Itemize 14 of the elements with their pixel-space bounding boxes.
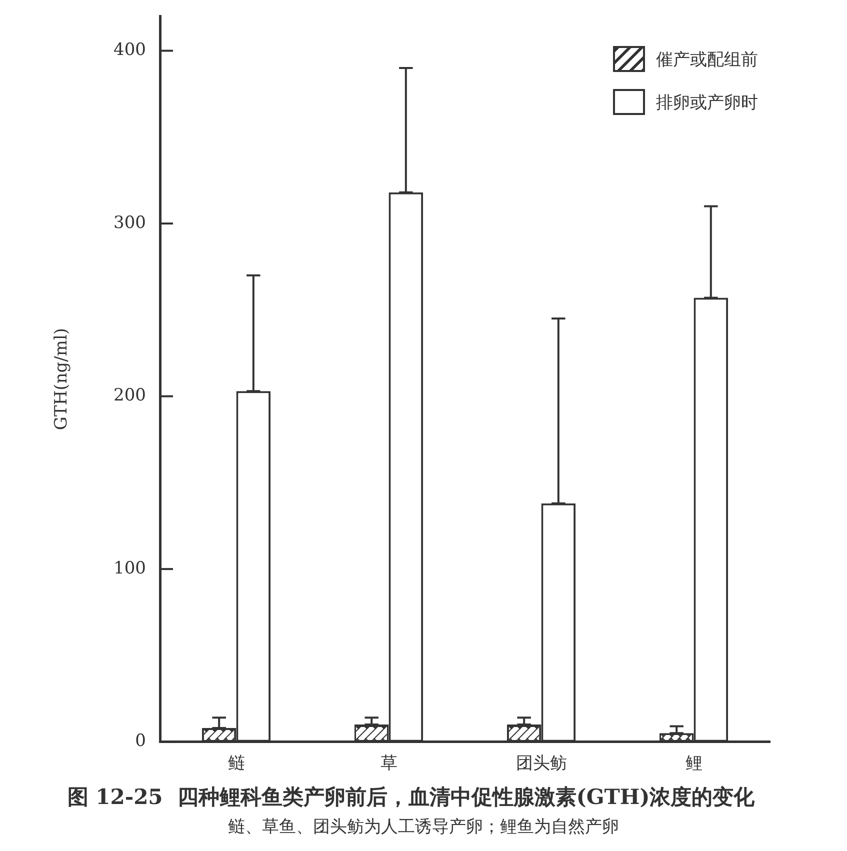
x-tick-label: 草 bbox=[380, 753, 398, 774]
y-tick-label: 300 bbox=[114, 212, 146, 233]
x-tick-label: 鲢 bbox=[228, 753, 245, 774]
legend-label: 催产或配组前 bbox=[656, 48, 758, 71]
y-tick-label: 200 bbox=[114, 386, 146, 406]
x-tick-label: 团头鲂 bbox=[516, 753, 567, 774]
y-tick-label: 100 bbox=[114, 558, 146, 578]
text: 图 12-25 四种鲤科鱼类产卵前后，血清中促性腺激素(GTH)浓度的变化 bbox=[67, 784, 756, 809]
x-tick-label: 鲤 bbox=[685, 753, 702, 774]
y-tick-label: 400 bbox=[114, 40, 146, 60]
text: 鲢、草鱼、团头鲂为人工诱导产卵；鲤鱼为自然产卵 bbox=[227, 817, 620, 837]
y-axis-title: GTH(ng/ml) bbox=[52, 328, 72, 430]
y-tick-label: 0 bbox=[135, 731, 146, 752]
legend-label: 排卵或产卵时 bbox=[656, 92, 758, 114]
